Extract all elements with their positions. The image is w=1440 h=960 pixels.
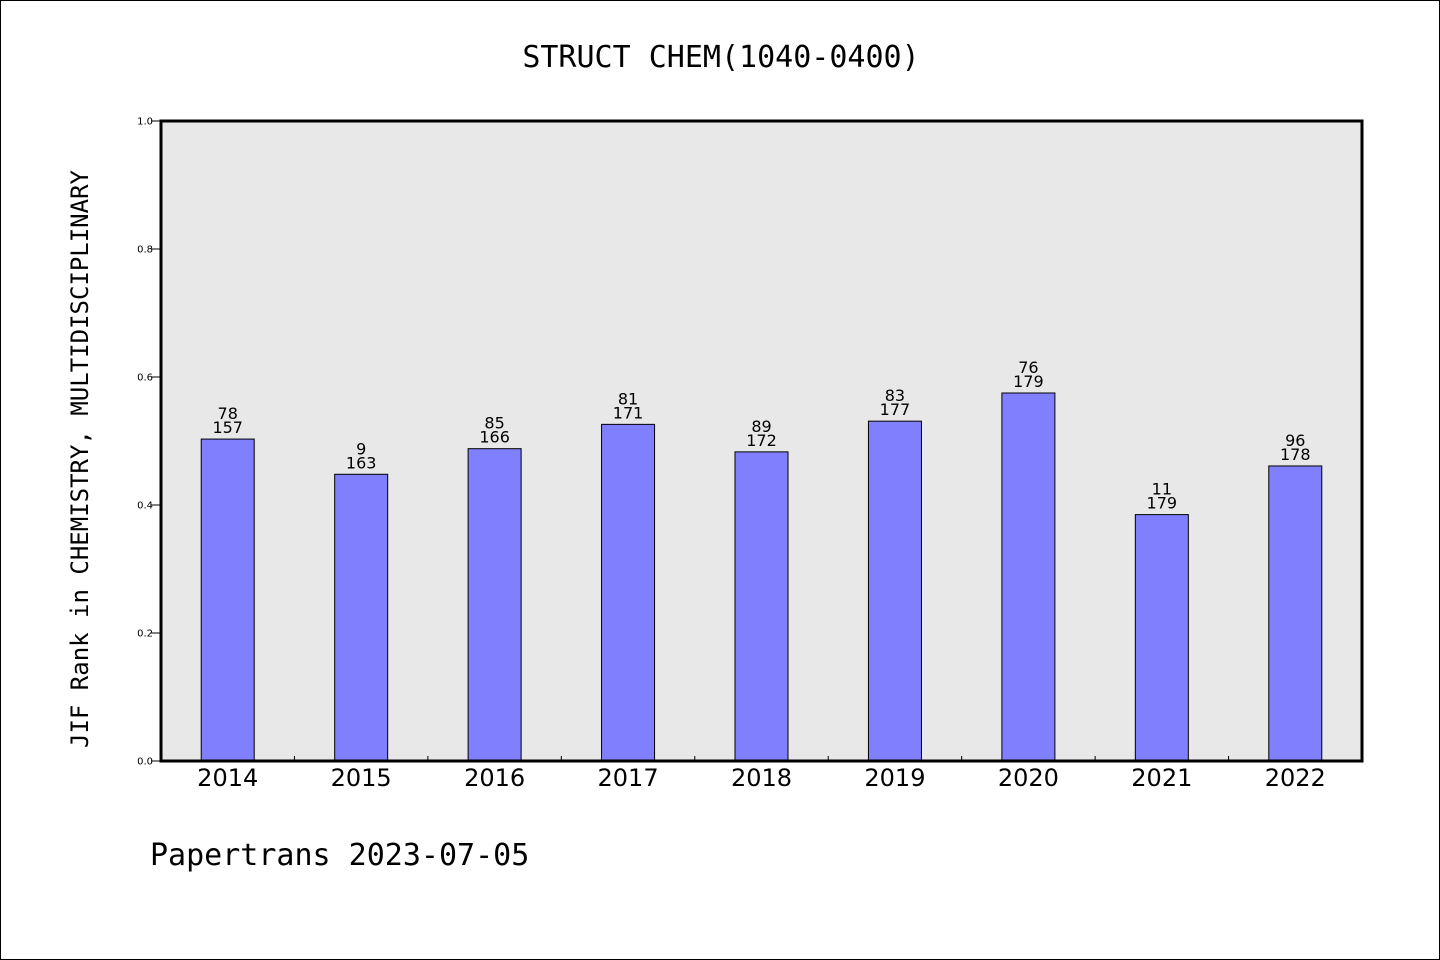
- bar-2014: [200, 438, 255, 762]
- bar-2016: [467, 448, 522, 762]
- chart-title: STRUCT CHEM(1040-0400): [522, 40, 919, 75]
- total-label: 157: [212, 418, 243, 437]
- rank-label: 96: [1285, 431, 1305, 450]
- data-labels: 7815791638516681171891728317776179111799…: [212, 358, 1310, 513]
- bar-2017: [601, 423, 656, 762]
- y-tick-label: 0.4: [137, 501, 153, 512]
- x-tick-label: 2015: [331, 764, 392, 792]
- y-tick-label: 0.6: [137, 373, 153, 384]
- x-tick-label: 2021: [1131, 764, 1192, 792]
- plot-border: [159, 119, 1364, 763]
- footer-text: Papertrans 2023-07-05: [150, 838, 529, 873]
- bar-2020: [1001, 392, 1056, 762]
- total-label: 177: [880, 400, 911, 419]
- total-label: 179: [1147, 494, 1178, 513]
- rank-label: 76: [1018, 358, 1038, 377]
- total-label: 171: [613, 403, 644, 422]
- bar-2015: [334, 473, 389, 762]
- rank-label: 85: [484, 414, 504, 433]
- rank-label: 9: [356, 439, 366, 458]
- bar-2022: [1268, 465, 1323, 762]
- x-tick-label: 2018: [731, 764, 792, 792]
- y-axis: 0.0 0.2 0.4 0.6 0.8 1.0: [137, 117, 161, 768]
- x-tick-label: 2016: [464, 764, 525, 792]
- y-tick-label: 0.8: [137, 245, 153, 256]
- rank-label: 11: [1152, 480, 1172, 499]
- total-label: 172: [746, 431, 777, 450]
- total-label: 163: [346, 453, 377, 472]
- rank-label: 81: [618, 389, 638, 408]
- y-axis-label: JIF Rank in CHEMISTRY, MULTIDISCIPLINARY: [66, 169, 94, 748]
- total-label: 178: [1280, 445, 1311, 464]
- total-label: 179: [1013, 372, 1044, 391]
- x-tick-label: 2014: [197, 764, 258, 792]
- x-tick-label: 2022: [1265, 764, 1326, 792]
- x-tick-label: 2020: [998, 764, 1059, 792]
- bars: [200, 392, 1323, 762]
- bar-2021: [1134, 514, 1189, 762]
- y-tick-label: 0.0: [137, 757, 153, 768]
- rank-label: 83: [885, 386, 905, 405]
- y-tick-label: 0.2: [137, 629, 153, 640]
- rank-label: 89: [751, 417, 771, 436]
- bar-2019: [867, 420, 922, 762]
- total-label: 166: [479, 428, 510, 447]
- x-axis: 2014 2015 2016 2017 2018 2019 2020 2021 2022: [197, 756, 1326, 792]
- x-tick-label: 2017: [598, 764, 659, 792]
- y-tick-label: 1.0: [137, 117, 153, 128]
- rank-label: 78: [218, 404, 238, 423]
- x-tick-label: 2019: [864, 764, 925, 792]
- bar-2018: [734, 451, 789, 762]
